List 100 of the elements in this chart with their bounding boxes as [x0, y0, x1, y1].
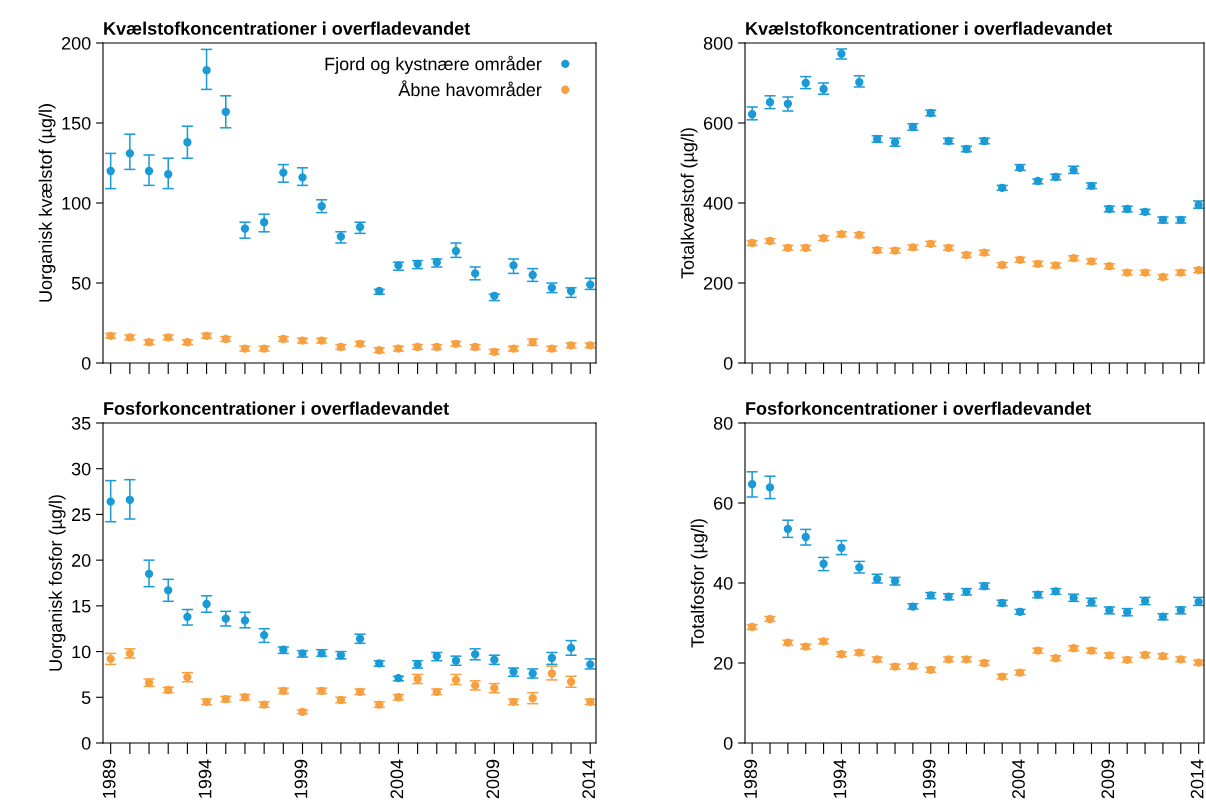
y-tick-label: 200 [703, 276, 733, 290]
point [1051, 261, 1060, 270]
x-tick-label: 1994 [833, 759, 847, 798]
point [547, 669, 557, 678]
point [144, 569, 154, 579]
x-tick-label: 1999 [922, 759, 936, 798]
point [747, 622, 757, 632]
point [801, 532, 810, 542]
y-tick-label: 40 [713, 576, 733, 590]
point [1051, 172, 1060, 182]
point [221, 694, 230, 704]
y-tick-label: 0 [723, 736, 733, 750]
point [259, 630, 269, 640]
y-tick-label: 20 [714, 656, 733, 670]
y-tick-label: 400 [703, 196, 733, 210]
y-tick-label: 10 [72, 645, 91, 659]
x-tick-label: 1989 [744, 759, 757, 798]
point [375, 659, 384, 668]
point [164, 586, 173, 595]
point [183, 612, 192, 621]
legend-label: Fjord og kystnære områder [325, 55, 542, 74]
point [765, 483, 775, 492]
point [202, 66, 211, 75]
point [1123, 204, 1132, 214]
y-tick-label: 80 [713, 416, 733, 430]
point [819, 559, 828, 568]
point [1176, 268, 1185, 277]
y-tick-label: 35 [71, 416, 91, 430]
point [783, 99, 793, 108]
chart-title: Kvælstofkoncentrationer i overfladevandet [104, 21, 470, 35]
chart-title: Kvælstofkoncentrationer i overfladevandet [746, 21, 1112, 35]
point [375, 700, 384, 709]
point [837, 543, 846, 552]
point [432, 687, 441, 696]
y-tick-label: 15 [72, 599, 91, 613]
point [998, 260, 1007, 270]
point [566, 643, 576, 653]
point [1051, 587, 1060, 596]
point [164, 685, 173, 695]
point [747, 238, 757, 248]
y-tick-label: 800 [703, 36, 733, 50]
y-tick-label: 200 [61, 36, 91, 50]
x-tick-label: 2004 [390, 759, 404, 799]
point [998, 672, 1007, 681]
point [1176, 655, 1185, 664]
point [240, 616, 250, 625]
point [375, 346, 384, 355]
point [240, 224, 250, 233]
point [1123, 268, 1132, 277]
y-tick-label: 20 [72, 554, 91, 567]
point [1051, 654, 1060, 663]
y-tick-label: 5 [81, 691, 91, 705]
point [747, 110, 757, 119]
point [221, 107, 230, 116]
point [106, 166, 115, 176]
x-tick-label: 1989 [102, 759, 116, 798]
point [125, 495, 135, 504]
x-tick-label: 2009 [486, 759, 500, 799]
x-tick-label: 2014 [1190, 759, 1204, 799]
y-tick-label: 30 [71, 462, 91, 476]
point [375, 286, 384, 296]
point [451, 246, 461, 256]
point [1176, 215, 1185, 224]
point [747, 480, 757, 489]
y-tick-label: 100 [62, 196, 91, 210]
y-tick-label: 600 [703, 116, 733, 130]
point [998, 183, 1007, 192]
point [432, 342, 441, 352]
y-axis-title: Totalkvælstof (µg/l) [680, 128, 698, 279]
point [298, 173, 307, 182]
legend-label: Åbne havområder [398, 80, 542, 97]
point [998, 598, 1007, 608]
x-tick-label: 2009 [1101, 759, 1115, 799]
point [164, 333, 173, 342]
point [164, 170, 173, 179]
y-axis-title: Uorganisk fosfor (µg/l) [48, 495, 66, 671]
point [1123, 655, 1132, 664]
point [586, 341, 595, 350]
point [259, 218, 269, 227]
y-axis-title: Uorganisk kvælstof (µg/l) [38, 104, 56, 302]
point [1176, 606, 1185, 615]
point [183, 138, 192, 147]
point [202, 599, 211, 609]
y-axis-title: Totalfosfor (µg/l) [690, 519, 708, 648]
x-tick-label: 1994 [198, 759, 212, 798]
point [279, 168, 288, 177]
y-tick-label: 60 [714, 496, 733, 510]
point [586, 697, 595, 707]
point [144, 166, 154, 176]
chart-title: Fosforkoncentrationer i overfladevandet [746, 401, 1091, 415]
point [221, 614, 230, 623]
point [783, 524, 793, 534]
y-tick-label: 0 [81, 356, 91, 370]
point [509, 261, 518, 270]
y-tick-label: 0 [81, 736, 91, 750]
y-tick-label: 0 [723, 356, 733, 370]
x-tick-label: 2014 [582, 759, 596, 799]
x-tick-label: 2004 [1012, 759, 1025, 799]
chart-title: Fosforkoncentrationer i overfladevandet [104, 401, 449, 415]
y-tick-label: 25 [72, 508, 91, 522]
